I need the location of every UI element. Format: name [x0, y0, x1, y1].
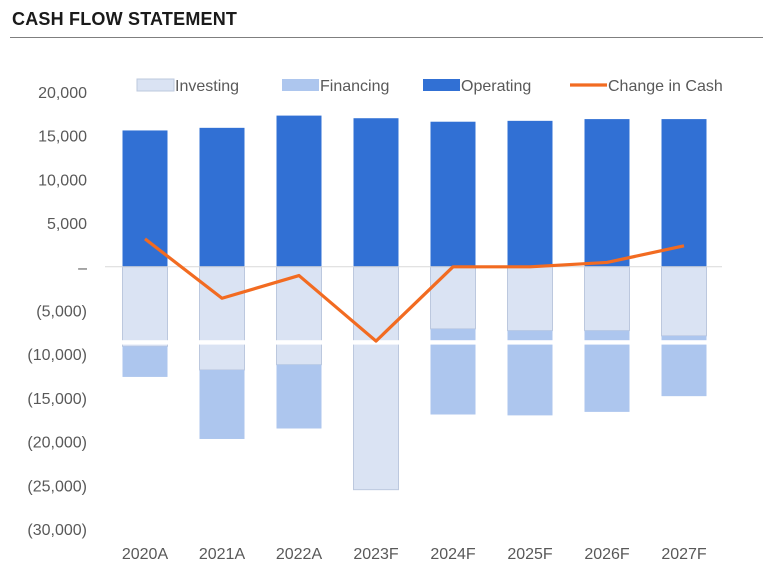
x-tick-label: 2020A [122, 546, 169, 563]
x-tick-label: 2027F [661, 546, 707, 563]
bar-operating-2021A [199, 127, 245, 267]
legend: Investing Financing Operating Change in Cas… [136, 78, 723, 95]
axis-break-layer [105, 340, 722, 345]
bar-investing-2026F [584, 266, 630, 332]
y-tick-label: 10,000 [38, 172, 87, 189]
bar-financing-2027F [661, 335, 707, 397]
bars-layer [122, 115, 707, 491]
x-tick-label: 2026F [584, 546, 630, 563]
bar-operating-2023F [353, 118, 399, 267]
bar-investing-2021A [199, 266, 245, 371]
legend-item-change-in-cash: Change in Cash [570, 78, 723, 95]
y-tick-label: 20,000 [38, 85, 87, 102]
x-axis: 2020A 2021A 2022A 2023F 2024F 2025F 2026F 2027F [122, 546, 707, 563]
line-change-in-cash [144, 237, 685, 343]
y-tick-label: (15,000) [27, 391, 87, 408]
bar-operating-2020A [122, 130, 168, 267]
legend-swatch [423, 79, 460, 91]
legend-item-investing: Investing [136, 78, 239, 95]
legend-swatch [282, 79, 319, 91]
bar-investing-2025F [507, 266, 553, 332]
y-tick-label: – [78, 260, 87, 277]
y-axis: 20,000 15,000 10,000 5,000 – (5,000) (10,000) (… [27, 85, 87, 539]
bar-financing-2021A [199, 369, 245, 439]
x-tick-label: 2022A [276, 546, 323, 563]
y-tick-label: 5,000 [47, 216, 87, 233]
bar-investing-2027F [661, 266, 707, 337]
y-tick-label: (5,000) [36, 304, 87, 321]
bar-operating-2024F [430, 121, 476, 267]
y-tick-label: (20,000) [27, 435, 87, 452]
legend-swatch [136, 78, 175, 92]
bar-operating-2027F [661, 119, 707, 267]
y-tick-label: 15,000 [38, 129, 87, 146]
bar-financing-2022A [276, 364, 322, 429]
y-tick-label: (25,000) [27, 478, 87, 495]
legend-label: Operating [461, 78, 531, 95]
chart-title: CASH FLOW STATEMENT [12, 9, 238, 29]
x-tick-label: 2024F [430, 546, 476, 563]
bar-investing-2022A [276, 266, 322, 366]
x-tick-label: 2025F [507, 546, 553, 563]
bar-financing-2020A [122, 346, 168, 377]
line-layer [144, 237, 685, 343]
legend-label: Change in Cash [608, 78, 723, 95]
axis-break-band [105, 340, 722, 345]
legend-item-financing: Financing [282, 78, 389, 95]
bar-investing-2020A [122, 266, 168, 347]
bar-operating-2025F [507, 120, 553, 267]
legend-label: Investing [175, 78, 239, 95]
title-underline [10, 37, 763, 38]
x-tick-label: 2021A [199, 546, 246, 563]
bar-investing-2024F [430, 266, 476, 330]
x-tick-label: 2023F [353, 546, 399, 563]
legend-item-operating: Operating [423, 78, 531, 95]
legend-label: Financing [320, 78, 389, 95]
bar-operating-2022A [276, 115, 322, 267]
bar-operating-2026F [584, 119, 630, 267]
bar-financing-2025F [507, 330, 553, 416]
y-tick-label: (10,000) [27, 347, 87, 364]
bar-investing-2023F [353, 266, 399, 491]
y-tick-label: (30,000) [27, 522, 87, 539]
